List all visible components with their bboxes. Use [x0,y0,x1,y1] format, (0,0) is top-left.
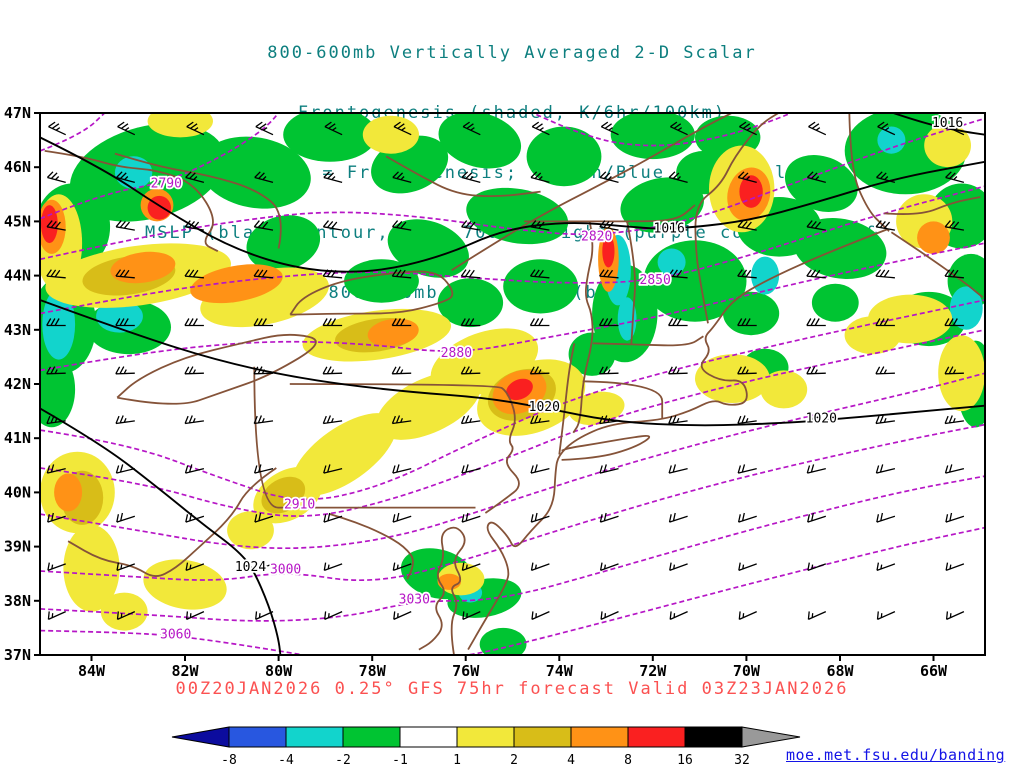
svg-text:8: 8 [624,753,632,768]
forecast-validity-caption: 00Z20JAN2026 0.25° GFS 75hr forecast Val… [175,679,849,699]
svg-text:47N: 47N [4,105,31,122]
svg-text:39N: 39N [4,538,31,556]
svg-text:3030: 3030 [399,593,430,608]
map-plot: 2790 2820 2850 2880 2910 3000 3030 3060 1016 1016… [4,105,986,680]
svg-text:2850: 2850 [640,273,671,288]
svg-text:2790: 2790 [151,177,182,192]
svg-text:-1: -1 [392,753,408,768]
svg-text:40N: 40N [4,483,31,501]
svg-text:82W: 82W [171,662,199,680]
svg-text:-4: -4 [278,753,294,768]
svg-text:2820: 2820 [581,230,612,245]
svg-text:4: 4 [567,753,575,768]
svg-text:76W: 76W [452,662,480,680]
svg-text:42N: 42N [4,375,31,393]
svg-text:2: 2 [510,753,518,768]
svg-text:74W: 74W [546,662,574,680]
svg-text:3060: 3060 [160,627,191,642]
svg-text:78W: 78W [359,662,387,680]
svg-text:16: 16 [677,753,693,768]
svg-text:66W: 66W [920,662,948,680]
svg-text:3000: 3000 [270,562,301,577]
svg-text:72W: 72W [639,662,667,680]
svg-text:43N: 43N [4,321,31,339]
svg-text:38N: 38N [4,592,31,610]
svg-text:68W: 68W [826,662,854,680]
svg-text:1020: 1020 [529,400,560,415]
svg-text:2880: 2880 [441,346,472,361]
svg-text:1016: 1016 [654,221,685,236]
svg-text:41N: 41N [4,429,31,447]
svg-text:80W: 80W [265,662,293,680]
svg-text:84W: 84W [78,662,106,680]
svg-text:37N: 37N [4,646,31,664]
svg-text:70W: 70W [733,662,761,680]
credit-link[interactable]: moe.met.fsu.edu/banding [786,746,1006,764]
svg-text:-8: -8 [221,753,237,768]
svg-text:2910: 2910 [284,497,315,512]
title-line-1: 800-600mb Vertically Averaged 2-D Scalar [267,43,757,63]
svg-text:-2: -2 [335,753,351,768]
svg-text:1016: 1016 [932,116,963,131]
svg-text:45N: 45N [4,212,31,230]
svg-text:46N: 46N [4,158,31,176]
colorbar: -8 -4 -2 -1 1 2 4 8 16 32 [171,726,801,768]
svg-text:1: 1 [453,753,461,768]
svg-text:44N: 44N [4,267,31,285]
svg-text:1020: 1020 [806,412,837,427]
svg-text:32: 32 [734,753,750,768]
svg-text:1024: 1024 [235,560,266,575]
